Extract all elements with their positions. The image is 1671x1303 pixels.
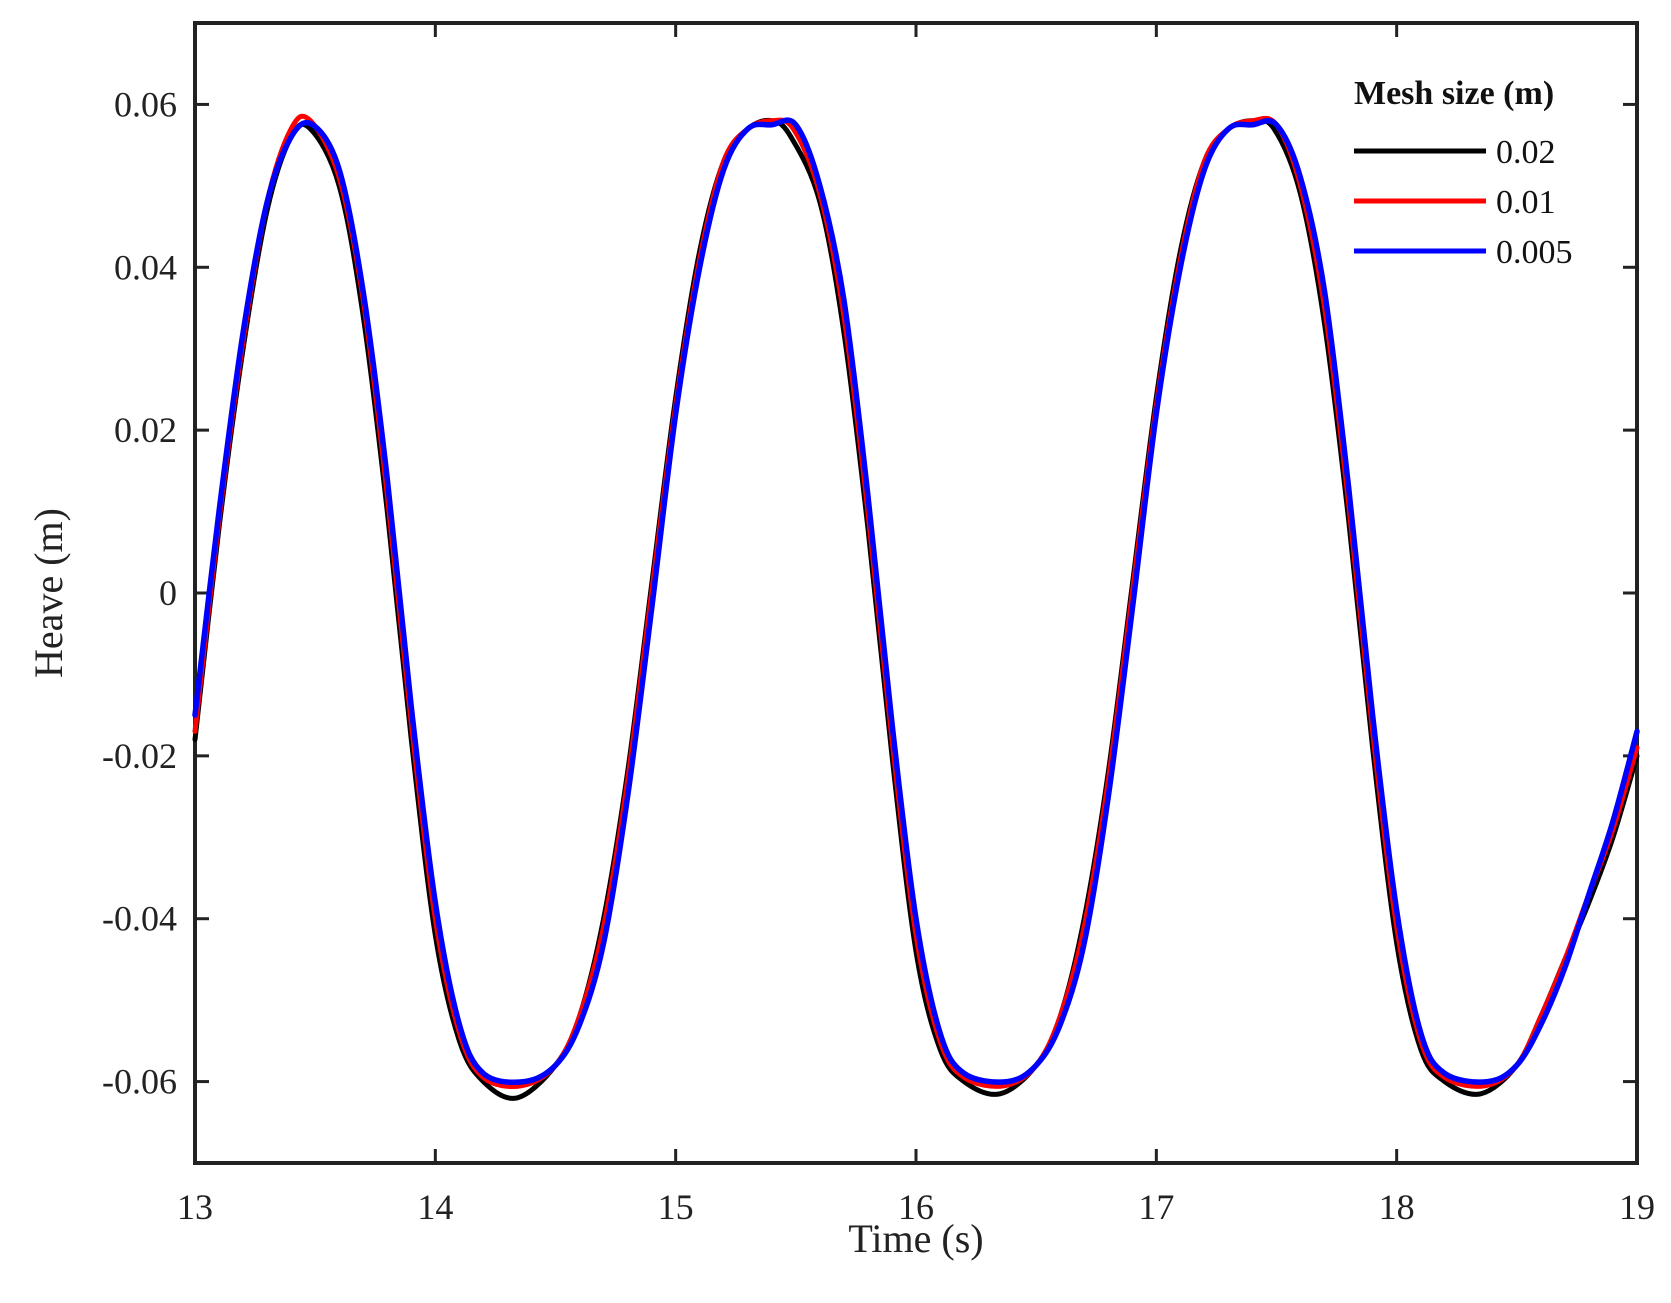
x-tick-label: 14 bbox=[417, 1187, 453, 1227]
y-tick-labels: -0.06 -0.04 -0.02 0 0.02 0.04 0.06 bbox=[102, 84, 177, 1101]
y-tick-label: -0.06 bbox=[102, 1062, 177, 1102]
x-tick-label: 15 bbox=[658, 1187, 694, 1227]
legend-label: 0.02 bbox=[1496, 134, 1556, 171]
y-tick-label: 0.06 bbox=[114, 84, 177, 124]
series-line-0-005 bbox=[192, 117, 1640, 1085]
legend-title: Mesh size (m) bbox=[1354, 75, 1554, 112]
x-tick-label: 17 bbox=[1138, 1187, 1174, 1227]
tick-marks bbox=[193, 23, 1639, 1163]
y-tick-label: 0.02 bbox=[114, 410, 177, 450]
y-axis-label: Heave (m) bbox=[26, 508, 71, 678]
y-tick-label: 0 bbox=[159, 573, 177, 613]
x-tick-label: 18 bbox=[1379, 1187, 1415, 1227]
series-lines bbox=[192, 113, 1640, 1101]
x-tick-label: 16 bbox=[898, 1187, 934, 1227]
legend: Mesh size (m) 0.02 0.01 0.005 bbox=[1354, 75, 1573, 271]
legend-label: 0.005 bbox=[1496, 234, 1573, 271]
x-tick-label: 19 bbox=[1619, 1187, 1655, 1227]
legend-label: 0.01 bbox=[1496, 184, 1556, 221]
y-tick-label: -0.02 bbox=[102, 736, 177, 776]
x-axis-label: Time (s) bbox=[848, 1216, 983, 1261]
plot-frame bbox=[193, 21, 1639, 1165]
y-tick-label: -0.04 bbox=[102, 899, 177, 939]
x-tick-label: 13 bbox=[177, 1187, 213, 1227]
x-tick-labels: 13 14 15 16 17 18 19 bbox=[177, 1187, 1655, 1227]
legend-entries: 0.02 0.01 0.005 bbox=[1354, 134, 1573, 271]
y-tick-label: 0.04 bbox=[114, 247, 177, 287]
